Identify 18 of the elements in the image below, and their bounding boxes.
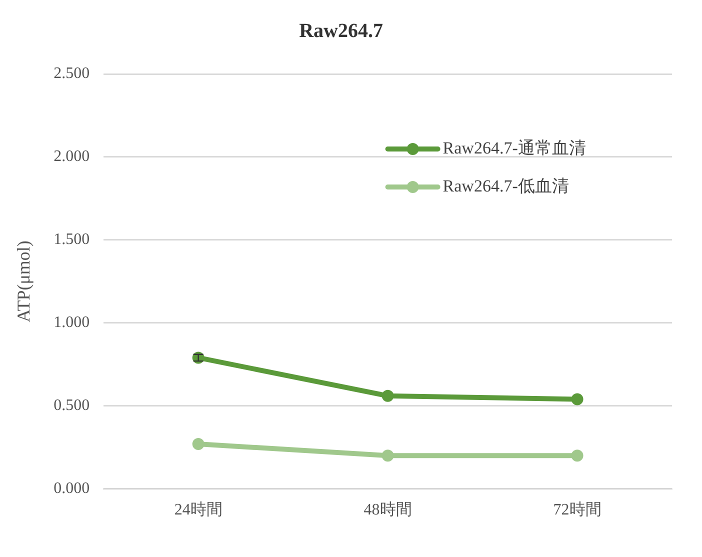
- x-tick-label: 24時間: [174, 500, 222, 519]
- y-tick-label: 1.500: [54, 231, 90, 248]
- y-tick-label: 2.500: [54, 65, 90, 82]
- legend-label: Raw264.7-通常血清: [442, 138, 586, 158]
- x-tick-label: 48時間: [364, 500, 412, 519]
- point: [382, 390, 394, 402]
- point: [571, 393, 584, 406]
- y-tick-label: 0.000: [54, 480, 90, 498]
- y-tick-label: 0.500: [54, 397, 90, 414]
- y-tick-label: 1.000: [54, 314, 90, 332]
- y-axis-title: ATP(μmol): [14, 240, 34, 322]
- point: [382, 450, 394, 462]
- legend-label: Raw264.7-低血清: [442, 176, 569, 196]
- point: [571, 450, 584, 462]
- y-tick-label: 2.000: [54, 148, 90, 166]
- chart-title: Raw264.7: [299, 20, 383, 42]
- point: [192, 438, 204, 450]
- x-tick-label: 72時間: [553, 500, 602, 519]
